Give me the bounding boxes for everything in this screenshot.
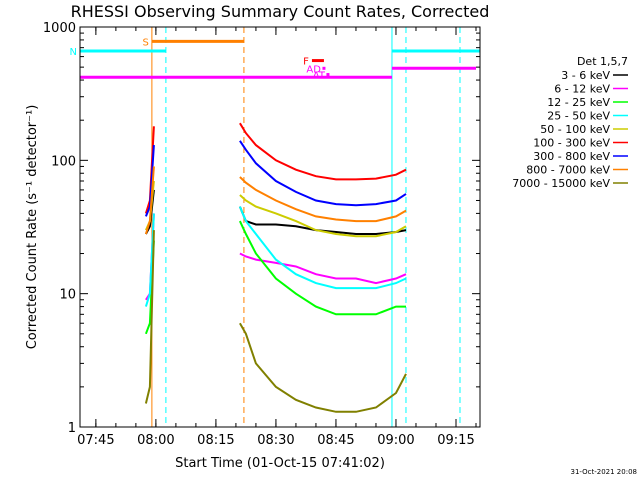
series-line bbox=[239, 252, 407, 285]
series-line bbox=[239, 194, 407, 238]
x-tick-label: 07:45 bbox=[77, 433, 114, 448]
legend-label: 6 - 12 keV bbox=[554, 83, 610, 96]
legend-label: 100 - 300 keV bbox=[533, 137, 610, 150]
series-line bbox=[239, 322, 407, 413]
legend-label: 3 - 6 keV bbox=[561, 69, 610, 82]
series-line bbox=[238, 220, 406, 316]
chart-title: RHESSI Observing Summary Count Rates, Co… bbox=[71, 2, 490, 21]
series-line bbox=[144, 145, 155, 217]
x-tick-label: 08:15 bbox=[197, 433, 234, 448]
legend-label: 50 - 100 keV bbox=[540, 123, 610, 136]
legend-title: Det 1,5,7 bbox=[577, 55, 628, 68]
timestamp: 31-Oct-2021 20:08 bbox=[571, 468, 637, 476]
y-tick-label: 100 bbox=[51, 154, 76, 169]
x-axis-label: Start Time (01-Oct-15 07:41:02) bbox=[175, 456, 385, 471]
series-line bbox=[144, 213, 155, 307]
series-line bbox=[144, 230, 155, 404]
series-line bbox=[239, 140, 407, 207]
state-bar-label: AD bbox=[306, 64, 321, 75]
plot-frame bbox=[79, 26, 481, 428]
axis-ticks: 07:45 08:00 08:15 08:30 08:45 09:00 09:15 1 10 10… bbox=[43, 21, 480, 448]
legend-label: 7000 - 15000 keV bbox=[512, 177, 610, 190]
y-axis-label: Corrected Count Rate (s⁻¹ detector⁻¹) bbox=[25, 105, 40, 350]
x-tick-label: 08:30 bbox=[257, 433, 294, 448]
series-line bbox=[239, 176, 407, 223]
x-tick-label: 08:45 bbox=[317, 433, 354, 448]
series-lines bbox=[144, 122, 407, 413]
legend-label: 800 - 7000 keV bbox=[526, 164, 610, 177]
series-line bbox=[239, 122, 407, 181]
y-tick-label: 1 bbox=[68, 421, 76, 436]
state-bar-dot bbox=[326, 73, 330, 77]
series-line bbox=[238, 206, 407, 290]
legend-label: 12 - 25 keV bbox=[547, 96, 610, 109]
y-tick-label: 10 bbox=[59, 288, 76, 303]
state-bar-label: S bbox=[143, 37, 149, 48]
state-bar-label: AT bbox=[313, 71, 326, 82]
series-line bbox=[144, 166, 155, 235]
y-tick-label: 1000 bbox=[43, 21, 76, 36]
x-tick-label: 08:00 bbox=[137, 433, 174, 448]
legend-label: 300 - 800 keV bbox=[533, 150, 610, 163]
x-tick-label: 09:00 bbox=[377, 433, 414, 448]
state-bar-label: F bbox=[303, 57, 309, 68]
state-bar-dot bbox=[322, 66, 326, 70]
x-tick-label: 09:15 bbox=[437, 433, 474, 448]
legend-label: 25 - 50 keV bbox=[547, 110, 610, 123]
state-bar-label: N bbox=[70, 47, 77, 58]
